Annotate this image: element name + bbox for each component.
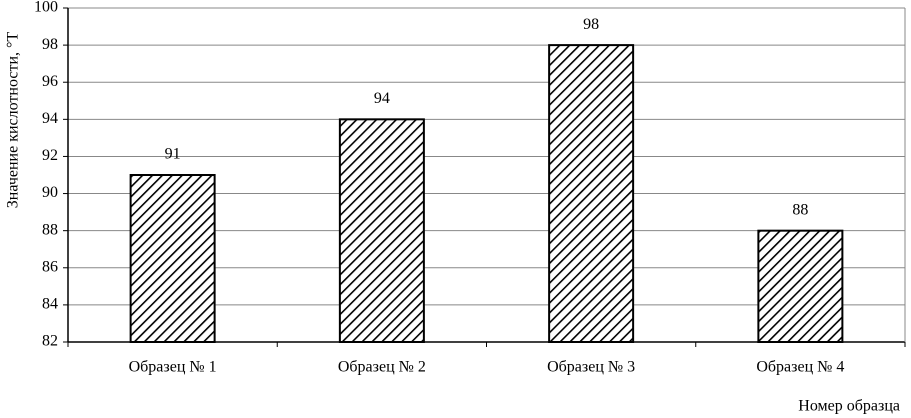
- bar: [548, 44, 635, 343]
- x-tick-label: Образец № 2: [338, 359, 426, 376]
- y-tick-label: 90: [42, 184, 58, 201]
- y-tick-label: 98: [42, 36, 58, 53]
- bar: [338, 118, 425, 344]
- x-tick-label: Образец № 4: [756, 359, 844, 376]
- y-tick-label: 82: [42, 333, 58, 350]
- data-label: 91: [165, 146, 181, 163]
- data-label: 98: [583, 16, 599, 33]
- x-tick-label: Образец № 1: [129, 359, 217, 376]
- bar: [129, 174, 216, 343]
- y-tick-label: 84: [42, 296, 58, 313]
- data-label: 88: [792, 201, 808, 218]
- x-tick-label: Образец № 3: [547, 359, 635, 376]
- x-axis-label: Номер образца: [798, 398, 900, 415]
- y-tick-label: 94: [42, 110, 58, 127]
- data-label: 94: [374, 90, 390, 107]
- y-tick-label: 96: [42, 73, 58, 90]
- y-tick-label: 88: [42, 221, 58, 238]
- y-tick-label: 92: [42, 147, 58, 164]
- y-axis-label: Значение кислотности, °T: [5, 32, 22, 209]
- y-tick-label: 86: [42, 258, 58, 275]
- bar: [757, 229, 844, 344]
- y-tick-label: 100: [34, 0, 58, 16]
